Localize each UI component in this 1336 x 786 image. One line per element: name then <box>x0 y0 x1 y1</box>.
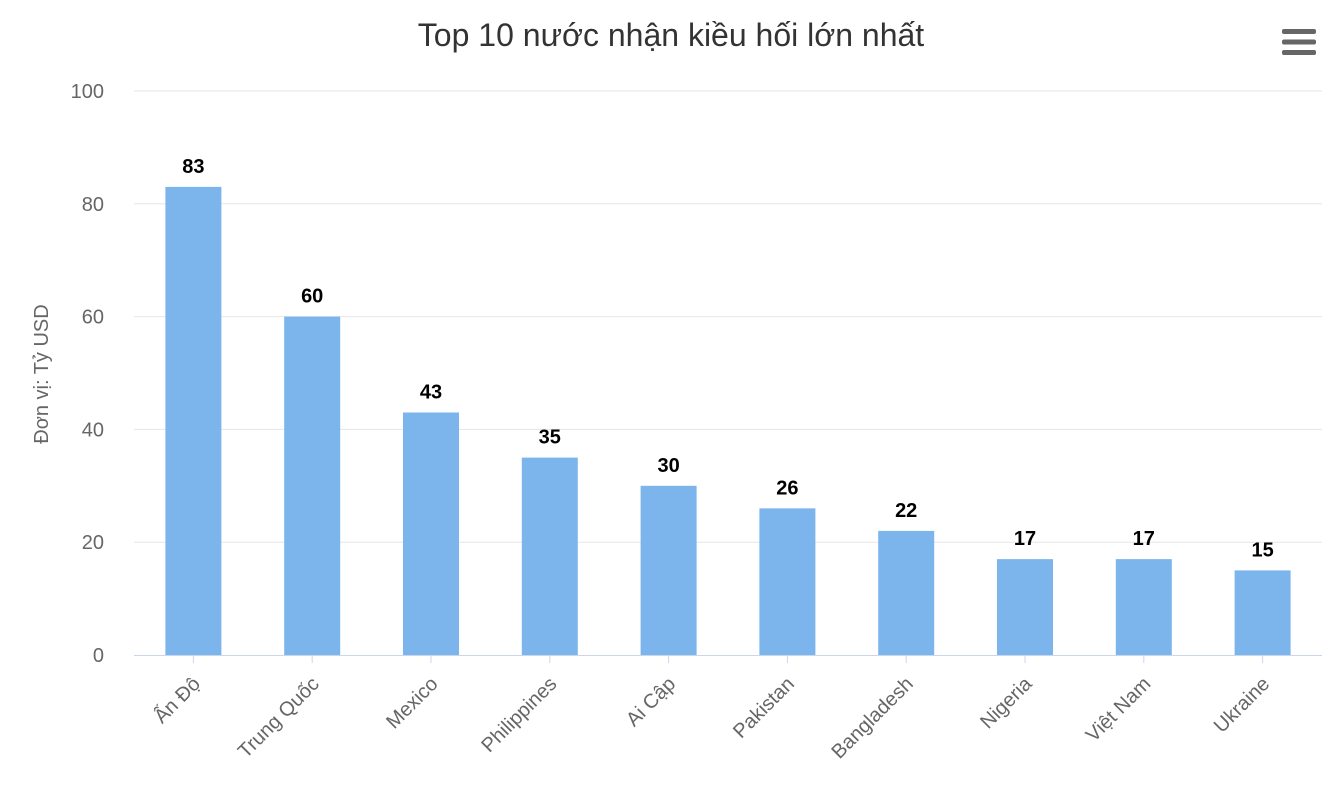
data-label: 83 <box>182 156 204 178</box>
bar[interactable] <box>878 530 935 655</box>
x-tick-label: Pakistan <box>729 673 799 743</box>
data-label: 17 <box>1014 528 1036 550</box>
x-tick-label: Việt Nam <box>1082 673 1155 746</box>
y-tick-label: 40 <box>82 419 104 441</box>
data-label: 22 <box>895 500 917 522</box>
data-label: 30 <box>657 455 679 477</box>
x-tick-label: Trung Quốc <box>234 673 324 763</box>
x-tick-label: Ai Cập <box>622 673 680 731</box>
bar[interactable] <box>1234 570 1291 655</box>
bar[interactable] <box>521 457 578 655</box>
menu-line-top <box>1282 29 1316 34</box>
y-tick-label: 60 <box>82 307 104 329</box>
bar[interactable] <box>640 485 697 655</box>
y-tick-label: 80 <box>82 194 104 216</box>
bar[interactable] <box>1115 559 1172 655</box>
y-tick-label: 100 <box>71 81 104 103</box>
bar[interactable] <box>997 559 1053 655</box>
x-tick-label: Ấn Độ <box>149 672 205 728</box>
data-label: 35 <box>539 427 561 449</box>
menu-line-middle <box>1282 39 1316 45</box>
data-label: 60 <box>301 286 323 308</box>
chart-title: Top 10 nước nhận kiều hối lớn nhất <box>418 17 925 53</box>
x-tick-label: Ukraine <box>1210 673 1274 737</box>
data-label: 17 <box>1133 528 1155 550</box>
y-axis-title: Đơn vị: Tỷ USD <box>31 304 53 443</box>
x-tick-label: Nigeria <box>976 672 1037 733</box>
x-tick-label: Bangladesh <box>827 673 917 763</box>
menu-line-bottom <box>1282 50 1316 55</box>
x-tick-label: Mexico <box>382 673 442 733</box>
bar[interactable] <box>284 316 341 655</box>
y-axis-ticks: 0 20 40 60 80 100 <box>71 81 104 667</box>
data-label: 26 <box>776 477 798 499</box>
data-labels: 83 60 43 35 30 26 22 17 17 15 <box>182 156 1273 562</box>
chart-menu-button[interactable] <box>1276 22 1322 62</box>
y-tick-label: 20 <box>82 532 104 554</box>
data-label: 15 <box>1251 539 1273 561</box>
bar-series <box>165 186 1291 655</box>
x-axis: Ấn Độ Trung Quốc Mexico Philippines Ai Cập Pa… <box>134 655 1322 763</box>
data-label: 43 <box>420 381 442 403</box>
y-tick-label: 0 <box>93 645 104 667</box>
bar[interactable] <box>403 412 459 655</box>
bar[interactable] <box>759 508 816 655</box>
bar[interactable] <box>165 186 222 655</box>
x-tick-label: Philippines <box>477 673 561 757</box>
